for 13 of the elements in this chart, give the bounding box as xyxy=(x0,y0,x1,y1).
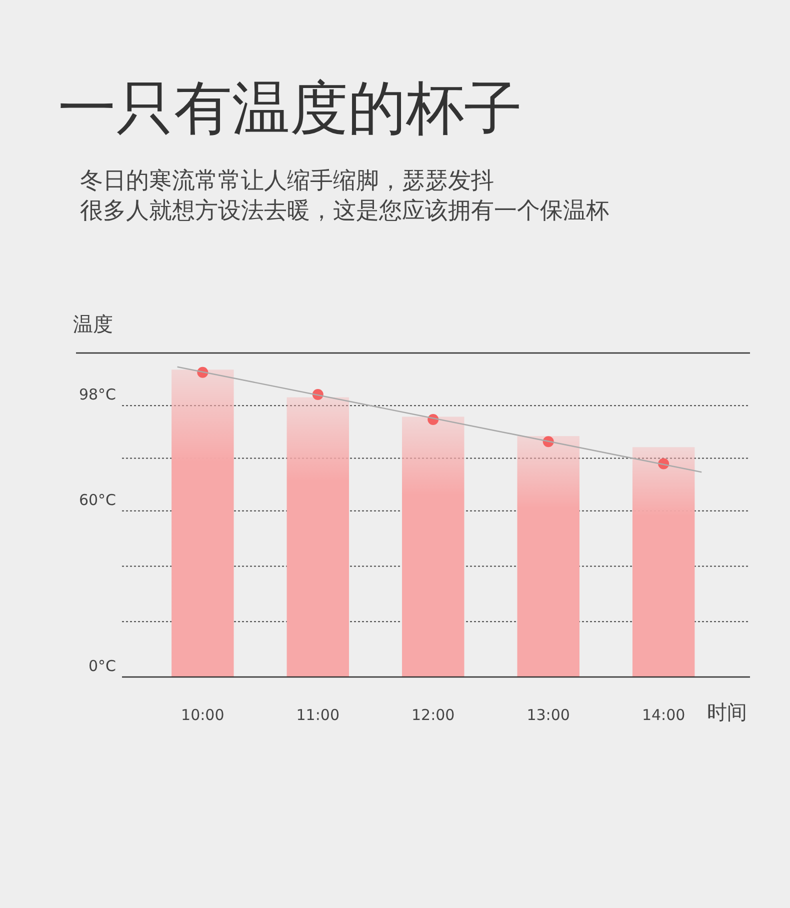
x-tick-label: 10:00 xyxy=(181,706,224,724)
y-axis-title: 温度 xyxy=(73,312,113,336)
x-tick-label: 11:00 xyxy=(296,706,340,724)
y-tick-label: 98°C xyxy=(78,386,116,404)
y-tick-label: 60°C xyxy=(78,490,116,509)
x-tick-label: 12:00 xyxy=(412,706,455,724)
chart-title: 一只有温度的杯子 xyxy=(58,74,522,142)
x-axis-title: 时间 xyxy=(707,700,747,724)
y-tick-label: 0°C xyxy=(88,657,116,675)
x-tick-label: 13:00 xyxy=(526,706,570,724)
chart-subtitle: 冬日的寒流常常让人缩手缩脚，瑟瑟发抖 xyxy=(80,168,494,194)
text: 很多人就想方设法去暖，这是您应该拥有一个保温杯 xyxy=(80,198,609,224)
x-tick-label: 14:00 xyxy=(642,706,686,724)
